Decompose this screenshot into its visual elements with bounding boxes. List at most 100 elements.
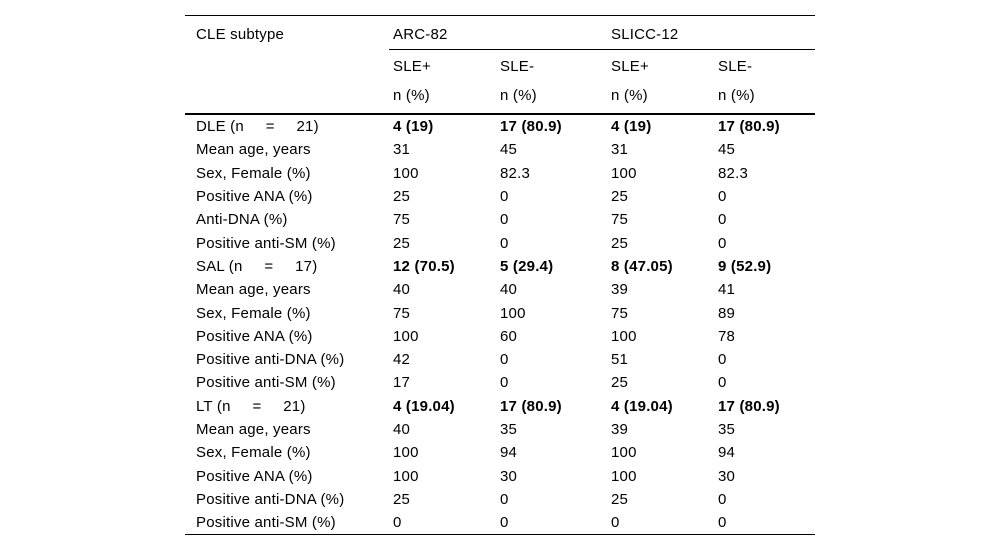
- table-row: Sex, Female (%) 100 82.3 100 82.3: [185, 162, 815, 185]
- row-label: Mean age, years: [196, 141, 311, 159]
- cell-value: 75: [611, 211, 629, 229]
- cell-value: 9 (52.9): [718, 257, 772, 275]
- cell-value: 0: [500, 514, 509, 532]
- table-row: Mean age, years 31 45 31 45: [185, 138, 815, 161]
- cell-value: 94: [718, 444, 736, 462]
- cell-value: 100: [611, 164, 637, 182]
- row-label: Sex, Female (%): [196, 304, 311, 322]
- table-row: Positive anti-SM (%) 17 0 25 0: [185, 371, 815, 394]
- cell-value: 51: [611, 351, 629, 369]
- table-row: Sex, Female (%) 75 100 75 89: [185, 301, 815, 324]
- cell-value: 17 (80.9): [500, 118, 562, 136]
- row-label: DLE (n = 21): [196, 118, 319, 136]
- cell-value: 5 (29.4): [500, 257, 554, 275]
- subheader-slicc12-sle-neg: SLE-: [718, 58, 753, 75]
- row-label: Positive anti-SM (%): [196, 374, 336, 392]
- header-subgroup-row: SLE+ SLE- SLE+ SLE-: [185, 50, 815, 82]
- row-label: Positive anti-SM (%): [196, 234, 336, 252]
- cell-value: 82.3: [500, 164, 530, 182]
- cell-value: 4 (19): [611, 118, 652, 136]
- table-header: CLE subtype ARC-82 SLICC-12 SLE+ SLE- SL…: [185, 15, 815, 115]
- row-label: Mean age, years: [196, 281, 311, 299]
- cell-value: 100: [611, 327, 637, 345]
- unit-label: n (%): [496, 81, 607, 115]
- cell-value: 45: [718, 141, 736, 159]
- row-label: Positive anti-DNA (%): [196, 351, 345, 369]
- cell-value: 94: [500, 444, 518, 462]
- cell-value: 30: [718, 467, 736, 485]
- cell-value: 25: [611, 374, 629, 392]
- cell-value: 0: [718, 514, 727, 532]
- row-label: Mean age, years: [196, 421, 311, 438]
- subheader-arc82-sle-neg: SLE-: [500, 58, 535, 75]
- cell-value: 0: [500, 374, 509, 392]
- cell-value: 0: [718, 351, 727, 369]
- cell-value: 0: [500, 351, 509, 369]
- cell-value: 89: [718, 304, 736, 322]
- unit-label: n (%): [389, 81, 496, 115]
- cell-value: 25: [611, 234, 629, 252]
- cell-value: 78: [718, 327, 736, 345]
- cell-value: 82.3: [718, 164, 748, 182]
- table-row: Mean age, years 40 35 39 35: [185, 418, 815, 441]
- cell-value: 39: [611, 281, 629, 299]
- cell-value: 100: [611, 444, 637, 462]
- table-row: Mean age, years 40 40 39 41: [185, 278, 815, 301]
- row-label: Sex, Female (%): [196, 164, 311, 182]
- unit-label: n (%): [607, 81, 714, 115]
- cell-value: 0: [611, 514, 620, 532]
- cell-value: 0: [393, 514, 402, 532]
- unit-label: n (%): [714, 81, 815, 115]
- row-label: Positive ANA (%): [196, 327, 313, 345]
- table-row-group: LT (n = 21) 4 (19.04) 17 (80.9) 4 (19.04) 17…: [185, 395, 815, 418]
- cell-value: 4 (19.04): [393, 397, 455, 415]
- table-row-group: SAL (n = 17) 12 (70.5) 5 (29.4) 8 (47.05) 9 …: [185, 255, 815, 278]
- table-body: DLE (n = 21) 4 (19) 17 (80.9) 4 (19) 17 (80.…: [185, 114, 815, 535]
- cell-value: 40: [393, 281, 411, 299]
- table-row: Positive anti-DNA (%) 25 0 25 0: [185, 488, 815, 511]
- row-label: Positive ANA (%): [196, 188, 313, 206]
- cell-value: 40: [500, 281, 518, 299]
- cell-value: 45: [500, 141, 518, 159]
- cell-value: 100: [500, 304, 526, 322]
- cell-value: 12 (70.5): [393, 257, 455, 275]
- cell-value: 25: [393, 234, 411, 252]
- row-label: SAL (n = 17): [196, 257, 318, 275]
- cell-value: 31: [611, 141, 629, 159]
- cell-value: 75: [393, 304, 411, 322]
- row-label: Positive anti-DNA (%): [196, 490, 345, 508]
- subheader-slicc12-sle-pos: SLE+: [611, 58, 649, 75]
- cell-value: 0: [500, 234, 509, 252]
- cell-value: 42: [393, 351, 411, 369]
- column-group-slicc-12: SLICC-12: [607, 15, 815, 50]
- cell-value: 17 (80.9): [500, 397, 562, 415]
- cell-value: 41: [718, 281, 736, 299]
- header-unit-row: n (%) n (%) n (%) n (%): [185, 81, 815, 115]
- cell-value: 4 (19): [393, 118, 434, 136]
- cell-value: 25: [393, 188, 411, 206]
- table-row: Positive anti-SM (%) 0 0 0 0: [185, 511, 815, 535]
- cell-value: 25: [611, 490, 629, 508]
- table-row: Anti-DNA (%) 75 0 75 0: [185, 208, 815, 231]
- cell-value: 100: [393, 444, 419, 462]
- cell-value: 0: [718, 490, 727, 508]
- cell-value: 31: [393, 141, 411, 159]
- cell-value: 75: [611, 304, 629, 322]
- cell-value: 17 (80.9): [718, 118, 780, 136]
- row-label: Anti-DNA (%): [196, 211, 288, 229]
- table-row: Positive ANA (%) 25 0 25 0: [185, 185, 815, 208]
- table-row: Positive anti-DNA (%) 42 0 51 0: [185, 348, 815, 371]
- subheader-arc82-sle-pos: SLE+: [393, 58, 431, 75]
- cell-value: 100: [611, 467, 637, 485]
- cell-value: 0: [718, 211, 727, 229]
- cell-value: 60: [500, 327, 518, 345]
- table-row-group: DLE (n = 21) 4 (19) 17 (80.9) 4 (19) 17 (80.…: [185, 114, 815, 138]
- cell-value: 0: [500, 490, 509, 508]
- row-label: LT (n = 21): [196, 397, 306, 415]
- cell-value: 0: [718, 234, 727, 252]
- table-row: Positive ANA (%) 100 30 100 30: [185, 464, 815, 487]
- row-label: Sex, Female (%): [196, 444, 311, 462]
- cell-value: 0: [500, 188, 509, 206]
- cell-value: 17 (80.9): [718, 397, 780, 415]
